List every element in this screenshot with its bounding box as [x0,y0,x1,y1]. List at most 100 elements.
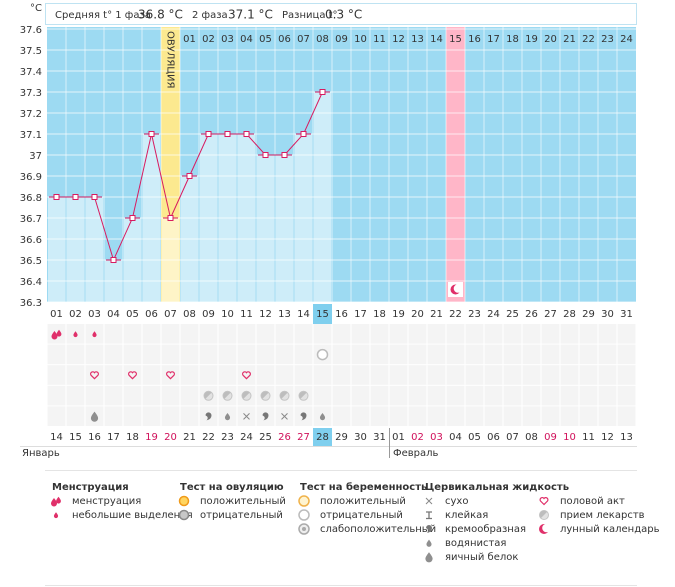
symbol-icon [128,371,137,380]
symbol-cell [85,344,104,365]
symbol-cell [161,385,180,406]
date-label: 23 [221,432,234,443]
legend-label: водянистая [445,538,506,549]
symbol-cell [370,324,389,344]
legend-label: положительный [200,496,286,507]
date-label: 31 [373,432,386,443]
symbol-icon [539,510,549,520]
symbol-cell [123,385,142,406]
symbol-cell [66,385,85,406]
bar [276,155,293,302]
y-tick-label: 36.6 [20,235,42,246]
symbol-cell [484,365,503,385]
x-tick-label: 18 [373,309,386,320]
symbol-cell [370,385,389,406]
symbol-cell [541,324,560,344]
symbol-cell [313,365,332,385]
symbol-cell [503,406,522,426]
value-marker [243,131,250,137]
drop-shape [51,331,58,340]
x-tick-label: 03 [88,309,101,320]
y-tick-label: 36.3 [20,298,42,309]
symbol-cell [104,365,123,385]
symbol-cell [47,406,66,426]
date-label: 26 [278,432,291,443]
symbol-cell [465,385,484,406]
symbol-icon [426,525,432,533]
month-label: Январь [22,448,60,459]
symbol-cell [579,406,598,426]
x-tick-label: 08 [183,309,196,320]
symbol-cell [351,365,370,385]
symbol-cell [104,385,123,406]
symbol-cell [579,365,598,385]
date-label: 04 [449,432,462,443]
symbol-cell [617,365,636,385]
symbol-cell [503,324,522,344]
symbol-icon [425,497,433,505]
symbol-cell [142,406,161,426]
symbol-cell [617,406,636,426]
symbol-cell [351,406,370,426]
symbol-cell [123,365,142,385]
date-label: 17 [107,432,120,443]
date-label: 05 [468,432,481,443]
test-shape [316,348,329,361]
creamy-shape [300,412,307,421]
symbol-icon [92,331,97,338]
symbol-cell [522,344,541,365]
legend-title: Менструация [52,482,129,493]
symbol-cell [598,344,617,365]
phase2-value: 37.1 °C [228,8,273,22]
test-shape [178,495,190,507]
symbol-cell [446,385,465,406]
value-marker [72,194,79,200]
symbol-cell [104,344,123,365]
symbol-cell [560,324,579,344]
heart-shape [90,371,99,380]
symbol-cell [237,344,256,365]
symbol-cell [408,385,427,406]
drop-shape [90,411,99,422]
symbol-cell [85,365,104,385]
symbol-cell [294,365,313,385]
symbol-cell [484,324,503,344]
symbol-cell [579,344,598,365]
symbol-cell [484,385,503,406]
symbol-cell [503,365,522,385]
symbol-cell [104,406,123,426]
top-day-label: 23 [601,34,614,45]
drop-shape [92,331,97,338]
legend-label: слабоположительный [320,524,436,535]
symbol-cell [85,385,104,406]
top-day-label: 06 [278,34,291,45]
date-label: 03 [430,432,443,443]
symbol-icon [300,412,307,421]
date-highlight [313,428,332,446]
symbol-cell [560,406,579,426]
drop-shape [53,512,59,519]
legend-title: Тест на беременность [300,481,427,493]
top-day-label: 11 [373,34,386,45]
cross-shape [281,413,288,420]
symbol-cell [560,385,579,406]
test-shape [298,509,310,521]
creamy-shape [426,525,432,533]
symbol-icon [450,284,463,295]
symbol-icon [241,390,252,401]
date-label: 24 [240,432,253,443]
symbol-cell [47,365,66,385]
symbol-icon [203,390,214,401]
y-tick-label: 37.2 [20,109,42,120]
top-day-label: 15 [449,34,462,45]
symbol-cell [484,406,503,426]
y-tick-label: 37.6 [20,25,42,36]
symbol-icon [262,412,269,421]
symbol-icon [242,371,251,380]
x-tick-label: 21 [430,309,443,320]
symbol-cell [218,365,237,385]
symbol-cell [522,406,541,426]
pill-half [204,391,212,399]
legend-label: менструация [72,496,141,507]
y-tick-label: 36.8 [20,193,42,204]
